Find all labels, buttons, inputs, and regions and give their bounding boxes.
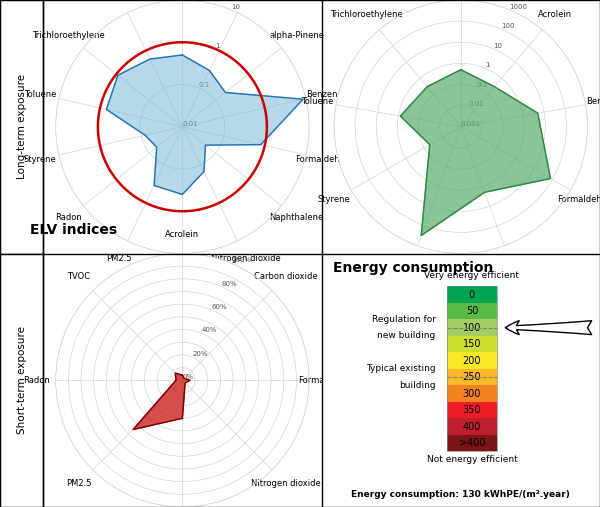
FancyBboxPatch shape [447, 402, 497, 418]
FancyBboxPatch shape [447, 418, 497, 434]
Text: Short-term exposure: Short-term exposure [17, 326, 26, 434]
Text: >400: >400 [458, 438, 485, 448]
FancyBboxPatch shape [447, 303, 497, 319]
FancyBboxPatch shape [447, 369, 497, 385]
Text: Energy consumption: 130 kWhPE/(m².year): Energy consumption: 130 kWhPE/(m².year) [352, 490, 570, 499]
Text: 200: 200 [463, 355, 481, 366]
Text: Very energy efficient: Very energy efficient [424, 271, 520, 280]
Text: Regulation for: Regulation for [372, 315, 436, 324]
Text: Long-term exposure: Long-term exposure [17, 74, 26, 179]
FancyBboxPatch shape [447, 286, 497, 303]
Text: 50: 50 [466, 306, 478, 316]
Polygon shape [400, 70, 551, 235]
Text: Maximal value: 8.5 (Benzene): Maximal value: 8.5 (Benzene) [107, 292, 258, 301]
Text: 0: 0 [469, 289, 475, 300]
FancyBboxPatch shape [447, 319, 497, 336]
Text: 150: 150 [463, 339, 481, 349]
FancyBboxPatch shape [447, 435, 497, 451]
Text: Not energy efficient: Not energy efficient [427, 455, 517, 464]
Text: Total: 1166 DALYs lost/(year.100,000 persons): Total: 1166 DALYs lost/(year.100,000 per… [344, 292, 577, 301]
Text: ELV indices: ELV indices [31, 223, 118, 237]
Text: 300: 300 [463, 388, 481, 399]
Text: 250: 250 [463, 372, 481, 382]
Text: new building: new building [377, 332, 436, 341]
FancyBboxPatch shape [447, 352, 497, 369]
Text: 400: 400 [463, 421, 481, 431]
FancyBboxPatch shape [447, 385, 497, 402]
Text: building: building [399, 381, 436, 390]
FancyBboxPatch shape [447, 336, 497, 352]
Text: 100: 100 [463, 322, 481, 333]
Text: Energy consumption: Energy consumption [333, 261, 493, 275]
Text: Typical existing: Typical existing [366, 364, 436, 373]
Polygon shape [133, 373, 190, 429]
Text: 350: 350 [463, 405, 481, 415]
Polygon shape [106, 55, 303, 195]
